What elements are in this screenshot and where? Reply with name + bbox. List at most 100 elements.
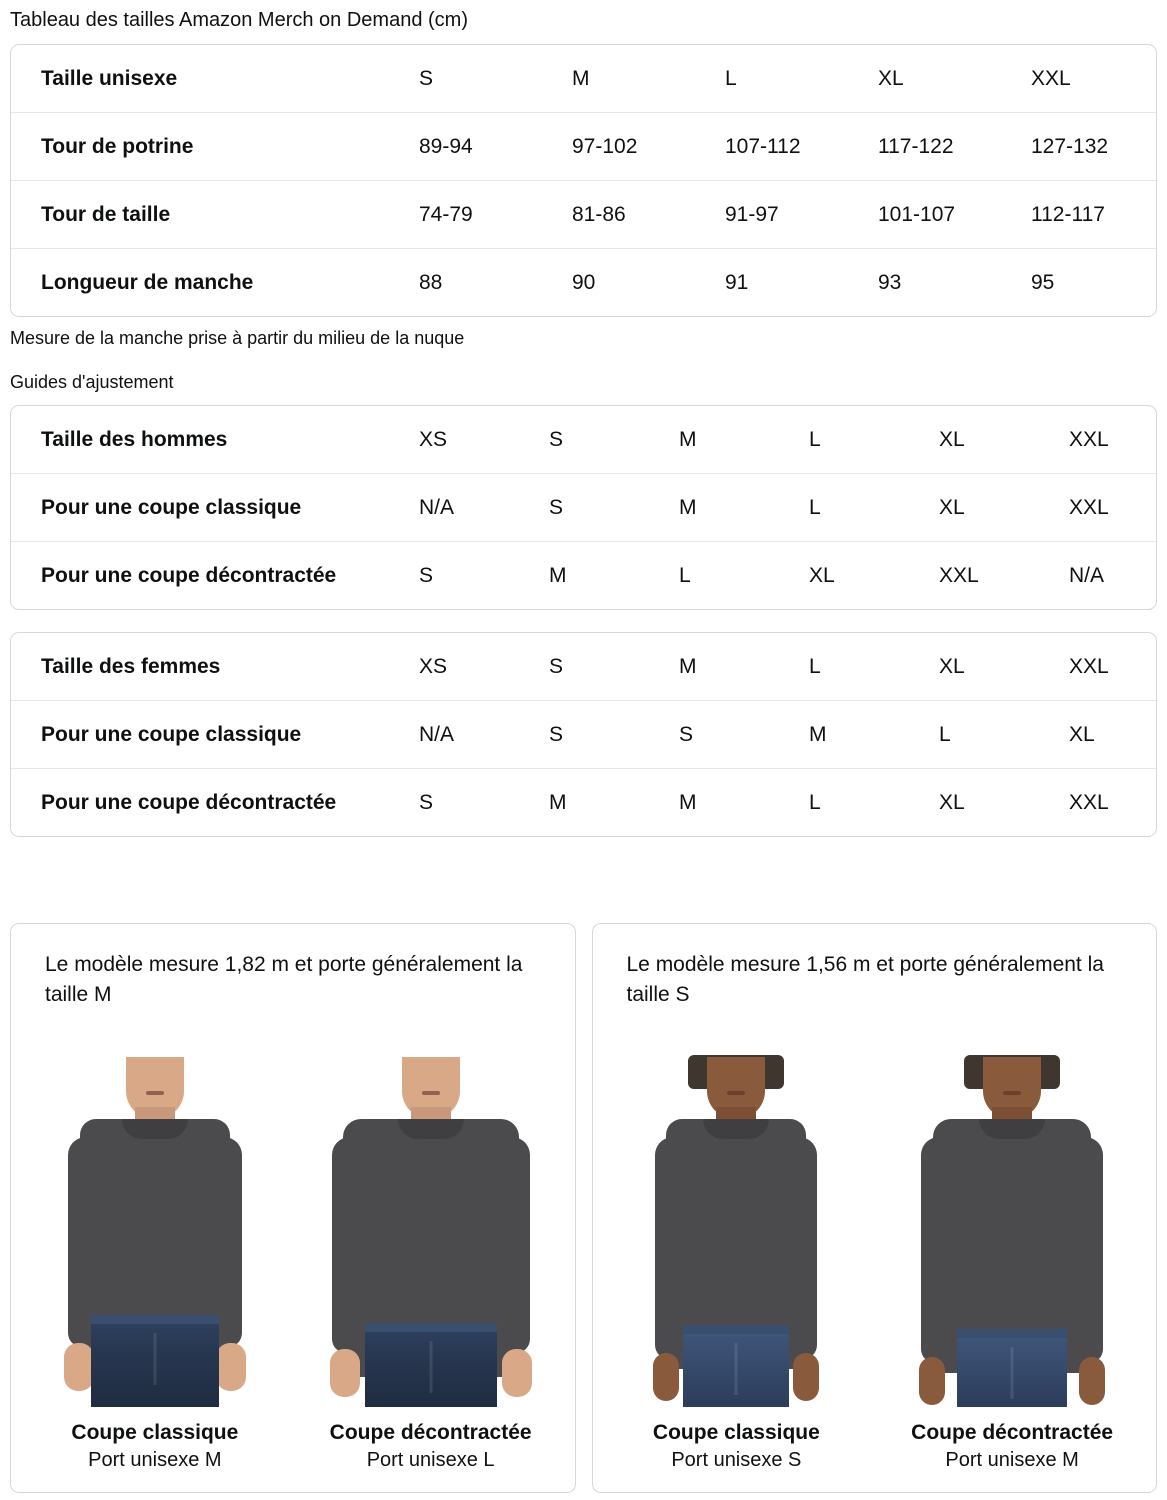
cell: XXL <box>1069 655 1109 678</box>
cell: S <box>549 428 564 451</box>
male-relaxed-fit-labels: Coupe décontractée Port unisexe L <box>330 1407 532 1492</box>
fit-size: Port unisexe M <box>945 1449 1079 1471</box>
page-title: Tableau des tailles Amazon Merch on Dema… <box>10 9 468 31</box>
jeans-waistband <box>957 1329 1068 1338</box>
sleeve-measurement-note: Mesure de la manche prise à partir du mi… <box>10 328 465 348</box>
male-classic-fit-model: Coupe classique Port unisexe M <box>17 1057 293 1492</box>
row-label: Longueur de manche <box>11 248 419 316</box>
cell: 107-112 <box>725 112 878 181</box>
cell: L <box>939 700 1069 769</box>
cell: L <box>809 473 939 542</box>
female-classic-fit-model: Coupe classique Port unisexe S <box>599 1055 875 1492</box>
cell: XXL <box>1031 67 1071 90</box>
fit-name: Coupe décontractée <box>329 1421 532 1444</box>
tshirt-collar <box>397 1119 464 1139</box>
model-hand-right <box>793 1353 820 1401</box>
model-hand-right <box>1079 1357 1106 1405</box>
table-row: Tour de potrine 89-94 97-102 107-112 117… <box>11 112 1156 181</box>
cell: M <box>549 768 679 836</box>
model-jeans <box>364 1323 497 1407</box>
tshirt-sleeve-right <box>1067 1137 1104 1363</box>
table-row: Pour une coupe décontractée S M L XL XXL… <box>11 541 1156 609</box>
female-model-images: Coupe classique Port unisexe S <box>593 1010 1157 1492</box>
male-model-height-caption: Le modèle mesure 1,82 m et porte général… <box>45 953 523 1006</box>
table-row: Pour une coupe décontractée S M M L XL X… <box>11 768 1156 836</box>
cell: S <box>679 700 809 769</box>
model-hand-left <box>919 1357 946 1405</box>
cell: XXL <box>939 541 1069 609</box>
female-relaxed-fit-photo <box>887 1055 1137 1407</box>
cell: XL <box>939 428 965 451</box>
cell: N/A <box>1069 541 1156 609</box>
men-fit-guide-card: Taille des hommes XS S M L XL XXL Pour u… <box>10 405 1157 610</box>
cell: M <box>809 700 939 769</box>
cell: M <box>549 541 679 609</box>
cell: XS <box>419 655 448 678</box>
jeans-waistband <box>90 1315 219 1324</box>
unisex-size-chart-table: Taille unisexe S M L XL XXL Tour de potr… <box>11 45 1156 316</box>
male-relaxed-fit-photo <box>306 1057 556 1407</box>
women-fit-guide-card: Taille des femmes XS S M L XL XXL Pour u… <box>10 632 1157 837</box>
cell: 112-117 <box>1031 180 1156 249</box>
cell: XL <box>939 655 965 678</box>
fit-name: Coupe classique <box>71 1421 239 1444</box>
female-model-height-caption: Le modèle mesure 1,56 m et porte général… <box>626 953 1104 1006</box>
row-label: Pour une coupe décontractée <box>11 541 419 609</box>
table-row: Tour de taille 74-79 81-86 91-97 101-107… <box>11 180 1156 249</box>
cell: 93 <box>878 248 1031 316</box>
fit-size: Port unisexe M <box>88 1449 222 1471</box>
cell: M <box>679 768 809 836</box>
cell: M <box>679 473 809 542</box>
men-fit-guide-table: Taille des hommes XS S M L XL XXL Pour u… <box>11 406 1156 609</box>
male-relaxed-fit-model: Coupe décontractée Port unisexe L <box>293 1057 569 1492</box>
cell: 101-107 <box>878 180 1031 249</box>
cell: N/A <box>419 700 549 769</box>
row-label: Taille des femmes <box>41 655 221 678</box>
model-hand-right <box>501 1349 532 1397</box>
tshirt-sleeve-right <box>489 1137 530 1353</box>
cell: L <box>809 655 821 678</box>
cell: 97-102 <box>572 112 725 181</box>
tshirt-sleeve-right <box>783 1137 818 1359</box>
female-classic-fit-photo <box>611 1055 861 1407</box>
row-label: Pour une coupe classique <box>11 473 419 542</box>
male-model-panel: Le modèle mesure 1,82 m et porte général… <box>10 923 576 1493</box>
cell: 91 <box>725 248 878 316</box>
fit-name: Coupe classique <box>652 1421 820 1444</box>
male-classic-fit-photo <box>30 1057 280 1407</box>
tshirt-collar <box>121 1119 188 1139</box>
cell: M <box>572 67 590 90</box>
model-hand-left <box>329 1349 360 1397</box>
cell: L <box>809 768 939 836</box>
table-row: Pour une coupe classique N/A S M L XL XX… <box>11 473 1156 542</box>
row-label: Taille unisexe <box>41 67 178 90</box>
row-label: Tour de taille <box>11 180 419 249</box>
fit-guides-title: Guides d'ajustement <box>10 372 174 392</box>
male-classic-fit-labels: Coupe classique Port unisexe M <box>71 1407 238 1492</box>
row-label: Tour de potrine <box>11 112 419 181</box>
cell: 117-122 <box>878 112 1031 181</box>
female-model-panel: Le modèle mesure 1,56 m et porte général… <box>591 923 1157 1493</box>
cell: XL <box>1069 700 1156 769</box>
cell: L <box>679 541 809 609</box>
model-jeans <box>683 1325 790 1407</box>
women-fit-guide-table: Taille des femmes XS S M L XL XXL Pour u… <box>11 633 1156 836</box>
cell: M <box>679 428 697 451</box>
cell: 90 <box>572 248 725 316</box>
cell: XL <box>939 768 1069 836</box>
model-hand-right <box>215 1343 246 1391</box>
cell: XL <box>939 473 1069 542</box>
cell: XL <box>878 67 904 90</box>
row-label: Taille des hommes <box>41 428 228 451</box>
cell: M <box>679 655 697 678</box>
tshirt-sleeve-right <box>201 1137 242 1347</box>
row-label: Pour une coupe décontractée <box>11 768 419 836</box>
tshirt-collar <box>979 1119 1046 1139</box>
model-jeans <box>90 1315 219 1407</box>
cell: XXL <box>1069 768 1156 836</box>
cell: 89-94 <box>419 112 572 181</box>
fit-size: Port unisexe S <box>671 1449 802 1471</box>
model-mouth <box>1003 1091 1022 1095</box>
table-row: Taille unisexe S M L XL XXL <box>11 45 1156 113</box>
